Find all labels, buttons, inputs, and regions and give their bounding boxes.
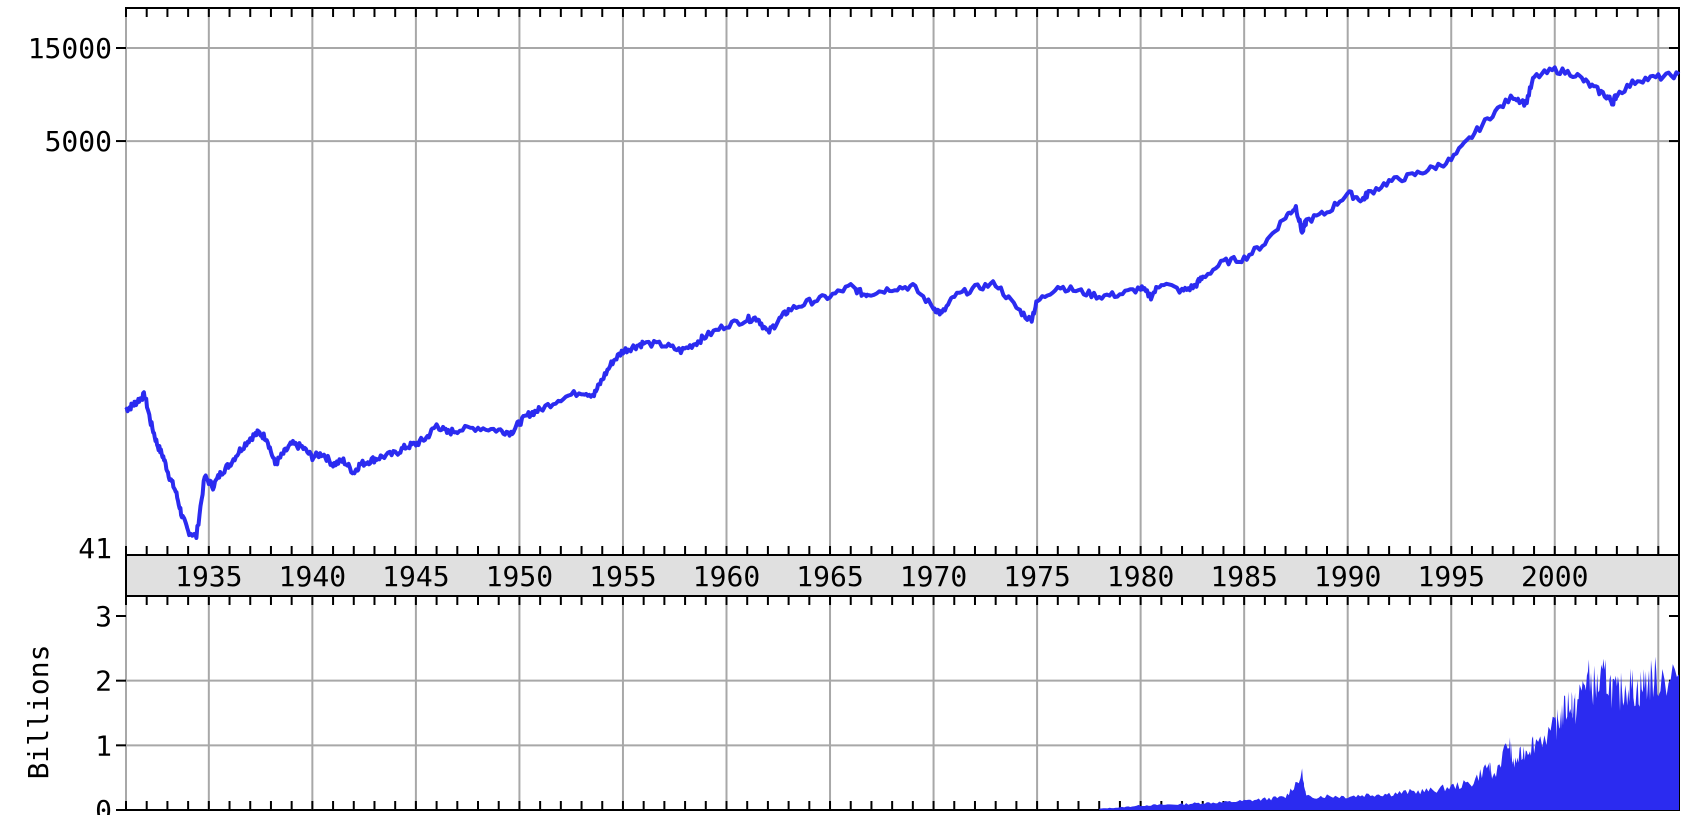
x-tick-label: 2000 (1521, 560, 1588, 593)
x-tick-label: 1975 (1003, 560, 1070, 593)
volume-y-tick-label: 2 (95, 665, 112, 698)
price-panel: 15000 5000 41 (28, 7, 1681, 565)
price-series-line (124, 65, 1681, 540)
price-y-tick-label: 15000 (28, 32, 112, 65)
date-axis-band: 1935 1940 1945 1950 1955 1960 1965 1970 1975 1980… (125, 554, 1680, 597)
x-tick-label: 1960 (693, 560, 760, 593)
price-y-tick-label: 41 (78, 532, 112, 565)
x-tick-label: 1940 (279, 560, 346, 593)
x-tick-label: 1950 (486, 560, 553, 593)
volume-grid (125, 596, 1679, 810)
price-ticks (116, 8, 1680, 555)
volume-panel: 3 2 1 0 Billions (22, 595, 1680, 815)
date-band-background (125, 554, 1680, 597)
price-y-tick-labels: 15000 5000 41 (28, 32, 112, 565)
price-y-tick-label: 5000 (45, 125, 112, 158)
volume-axis-label: Billions (22, 645, 55, 780)
price-panel-frame (125, 7, 1680, 556)
volume-y-tick-labels: 3 2 1 0 (95, 600, 112, 815)
volume-y-tick-label: 3 (95, 600, 112, 633)
volume-panel-frame (125, 595, 1680, 811)
x-tick-label: 1955 (589, 560, 656, 593)
x-tick-label: 1985 (1210, 560, 1277, 593)
volume-y-tick-label: 1 (95, 729, 112, 762)
x-tick-label: 1965 (796, 560, 863, 593)
price-grid (125, 8, 1679, 555)
x-tick-label: 1945 (382, 560, 449, 593)
x-tick-label: 1990 (1314, 560, 1381, 593)
x-tick-labels: 1935 1940 1945 1950 1955 1960 1965 1970 1975 1980… (175, 560, 1588, 593)
x-tick-label: 1970 (900, 560, 967, 593)
x-tick-label: 1980 (1107, 560, 1174, 593)
volume-y-tick-label: 0 (95, 794, 112, 815)
x-tick-label: 1995 (1418, 560, 1485, 593)
volume-bars (1099, 656, 1679, 810)
x-tick-label: 1935 (175, 560, 242, 593)
